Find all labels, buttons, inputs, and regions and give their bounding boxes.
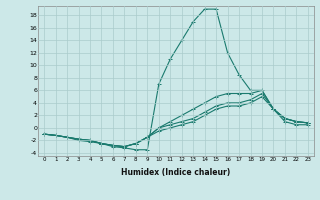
X-axis label: Humidex (Indice chaleur): Humidex (Indice chaleur) (121, 168, 231, 177)
